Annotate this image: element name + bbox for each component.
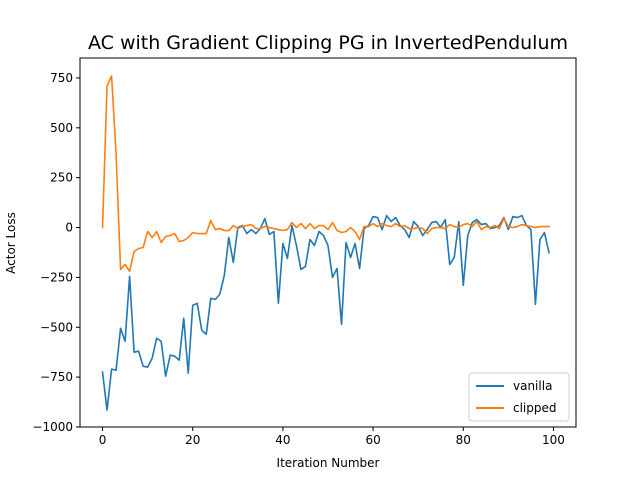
y-tick-label: 750 bbox=[50, 71, 73, 85]
x-axis-ticks: 0 20 40 60 80 100 bbox=[99, 427, 565, 447]
x-axis-label: Iteration Number bbox=[277, 456, 380, 470]
x-tick-label: 40 bbox=[275, 433, 290, 447]
series-line-clipped bbox=[101, 75, 550, 273]
x-tick-label: 60 bbox=[365, 433, 380, 447]
series-lines bbox=[101, 75, 550, 411]
x-tick-label: 80 bbox=[456, 433, 471, 447]
chart-title: AC with Gradient Clipping PG in Inverted… bbox=[88, 32, 568, 54]
legend-label-vanilla: vanilla bbox=[513, 379, 552, 393]
plot-frame bbox=[79, 57, 577, 428]
y-tick-label: −750 bbox=[40, 370, 73, 384]
legend-label-clipped: clipped bbox=[513, 401, 557, 415]
series-line-vanilla bbox=[101, 214, 550, 411]
x-tick-label: 20 bbox=[185, 433, 200, 447]
x-tick-label: 100 bbox=[542, 433, 565, 447]
y-tick-label: −250 bbox=[40, 270, 73, 284]
plot-area bbox=[79, 57, 577, 428]
y-tick-label: −1000 bbox=[32, 420, 73, 434]
y-tick-label: −500 bbox=[40, 320, 73, 334]
y-axis-label: Actor Loss bbox=[4, 212, 18, 274]
y-tick-label: 250 bbox=[50, 171, 73, 185]
legend: vanilla clipped bbox=[468, 372, 570, 422]
y-axis-ticks: −1000 −750 −500 −250 0 250 500 750 bbox=[32, 71, 80, 434]
y-tick-label: 0 bbox=[65, 221, 73, 235]
x-tick-label: 0 bbox=[99, 433, 107, 447]
y-tick-label: 500 bbox=[50, 121, 73, 135]
